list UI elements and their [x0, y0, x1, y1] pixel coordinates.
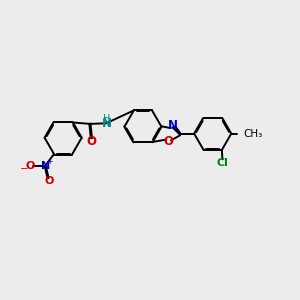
- Text: −: −: [20, 164, 29, 174]
- Text: O: O: [45, 176, 54, 186]
- Text: N: N: [168, 119, 178, 132]
- Text: +: +: [46, 157, 52, 166]
- Text: O: O: [164, 135, 174, 148]
- Text: N: N: [101, 117, 111, 130]
- Text: O: O: [86, 135, 96, 148]
- Text: O: O: [25, 161, 34, 171]
- Text: Cl: Cl: [217, 158, 228, 168]
- Text: H: H: [103, 114, 110, 124]
- Text: N: N: [40, 161, 50, 171]
- Text: CH₃: CH₃: [244, 129, 263, 139]
